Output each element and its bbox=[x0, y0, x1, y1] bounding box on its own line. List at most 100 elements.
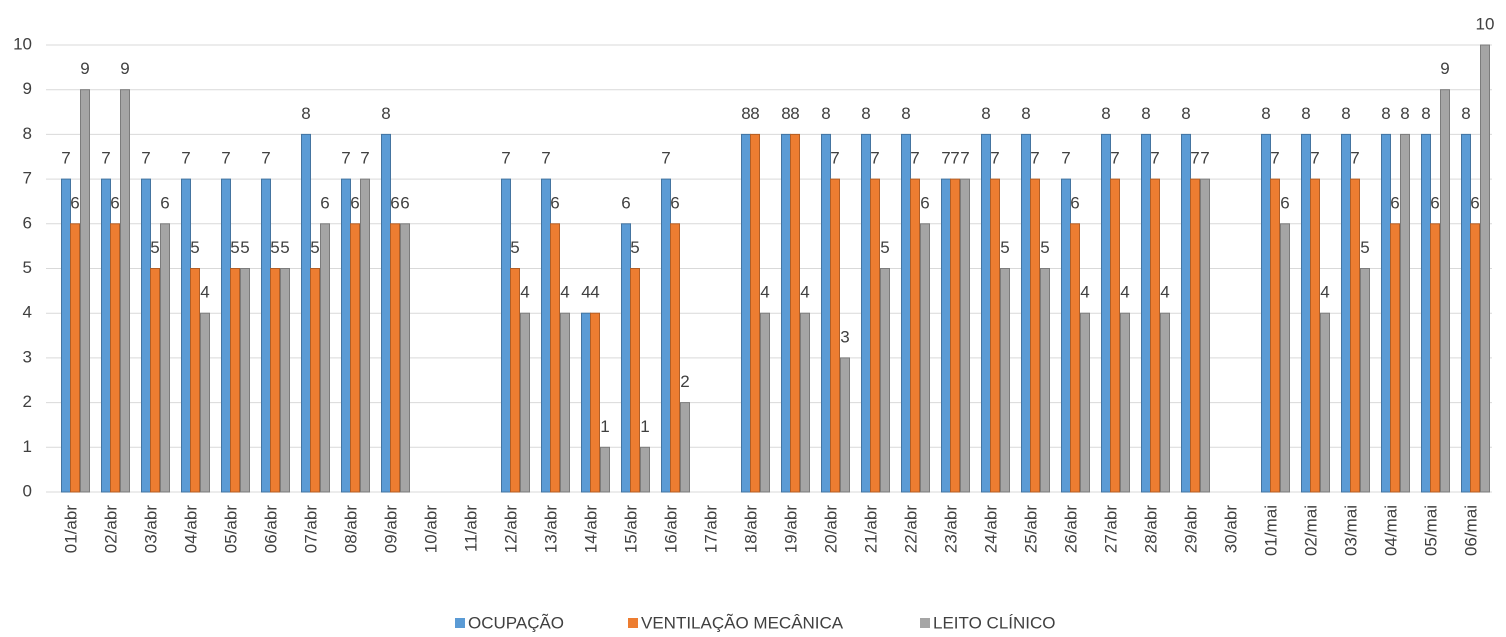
data-label: 4 bbox=[1160, 283, 1169, 302]
data-label: 8 bbox=[981, 104, 990, 123]
bar bbox=[1381, 133, 1391, 493]
data-label: 7 bbox=[1190, 149, 1199, 168]
data-label: 7 bbox=[181, 149, 190, 168]
bar bbox=[910, 178, 920, 493]
x-tick-label: 30/abr bbox=[1221, 505, 1240, 554]
y-tick-label: 10 bbox=[13, 34, 32, 53]
bar bbox=[600, 446, 610, 493]
data-label: 4 bbox=[760, 283, 769, 302]
bar bbox=[821, 133, 831, 493]
legend-label: LEITO CLÍNICO bbox=[933, 613, 1056, 632]
data-label: 8 bbox=[1141, 104, 1150, 123]
data-label: 5 bbox=[880, 238, 889, 257]
x-tick-label: 07/abr bbox=[301, 505, 320, 554]
data-label: 6 bbox=[390, 193, 399, 212]
x-tick-label: 01/abr bbox=[61, 505, 80, 554]
bar bbox=[160, 223, 170, 493]
x-tick-label: 08/abr bbox=[341, 505, 360, 554]
bar bbox=[280, 268, 290, 493]
data-label: 5 bbox=[1000, 238, 1009, 257]
bar bbox=[840, 357, 850, 493]
bar bbox=[141, 178, 151, 493]
data-label: 5 bbox=[270, 238, 279, 257]
bar bbox=[181, 178, 191, 493]
bar bbox=[590, 312, 600, 493]
bar bbox=[1421, 133, 1431, 493]
data-label: 8 bbox=[741, 104, 750, 123]
bar bbox=[790, 133, 800, 493]
x-tick-label: 06/abr bbox=[261, 505, 280, 554]
bar bbox=[510, 268, 520, 493]
bar bbox=[230, 268, 240, 493]
x-tick-label: 18/abr bbox=[741, 505, 760, 554]
data-label: 5 bbox=[310, 238, 319, 257]
bar bbox=[190, 268, 200, 493]
x-tick-label: 17/abr bbox=[701, 505, 720, 554]
data-label: 4 bbox=[1320, 283, 1329, 302]
data-label: 7 bbox=[910, 149, 919, 168]
x-tick-label: 29/abr bbox=[1181, 505, 1200, 554]
data-label: 7 bbox=[541, 149, 550, 168]
bar bbox=[1181, 133, 1191, 493]
data-label: 7 bbox=[261, 149, 270, 168]
data-label: 8 bbox=[1421, 104, 1430, 123]
x-tick-label: 03/mai bbox=[1341, 505, 1360, 556]
bar bbox=[550, 223, 560, 493]
data-label: 8 bbox=[750, 104, 759, 123]
bar bbox=[520, 312, 530, 493]
bar bbox=[1390, 223, 1400, 493]
data-label: 7 bbox=[870, 149, 879, 168]
y-tick-label: 9 bbox=[23, 79, 32, 98]
data-label: 7 bbox=[141, 149, 150, 168]
bar bbox=[1301, 133, 1311, 493]
data-label: 4 bbox=[200, 283, 209, 302]
data-label: 6 bbox=[1390, 193, 1399, 212]
bar bbox=[381, 133, 391, 493]
bar bbox=[1030, 178, 1040, 493]
bar bbox=[800, 312, 810, 493]
legend-label: VENTILAÇÃO MECÂNICA bbox=[641, 613, 844, 632]
bar bbox=[630, 268, 640, 493]
data-label: 6 bbox=[320, 193, 329, 212]
bar bbox=[120, 89, 130, 493]
data-label: 7 bbox=[360, 149, 369, 168]
x-tick-label: 23/abr bbox=[941, 505, 960, 554]
data-label: 5 bbox=[150, 238, 159, 257]
bar bbox=[670, 223, 680, 493]
bar bbox=[920, 223, 930, 493]
data-label: 7 bbox=[1310, 149, 1319, 168]
data-label: 8 bbox=[1101, 104, 1110, 123]
bar bbox=[1150, 178, 1160, 493]
data-label: 4 bbox=[581, 283, 590, 302]
bar bbox=[270, 268, 280, 493]
x-tick-label: 01/mai bbox=[1261, 505, 1280, 556]
bar bbox=[990, 178, 1000, 493]
bar bbox=[1310, 178, 1320, 493]
data-label: 8 bbox=[1381, 104, 1390, 123]
data-label: 4 bbox=[1080, 283, 1089, 302]
data-label: 8 bbox=[790, 104, 799, 123]
bar bbox=[661, 178, 671, 493]
y-tick-label: 8 bbox=[23, 124, 32, 143]
bar bbox=[261, 178, 271, 493]
bar bbox=[80, 89, 90, 493]
bar bbox=[870, 178, 880, 493]
data-label: 6 bbox=[160, 193, 169, 212]
y-tick-label: 6 bbox=[23, 213, 32, 232]
y-tick-label: 4 bbox=[23, 303, 32, 322]
data-label: 6 bbox=[1280, 193, 1289, 212]
bar bbox=[221, 178, 231, 493]
data-label: 5 bbox=[190, 238, 199, 257]
x-tick-label: 14/abr bbox=[581, 505, 600, 554]
data-label: 5 bbox=[1360, 238, 1369, 257]
bar bbox=[1341, 133, 1351, 493]
bar bbox=[110, 223, 120, 493]
bar bbox=[1101, 133, 1111, 493]
data-label: 5 bbox=[240, 238, 249, 257]
x-tick-label: 02/abr bbox=[101, 505, 120, 554]
data-label: 7 bbox=[501, 149, 510, 168]
bar bbox=[1350, 178, 1360, 493]
x-tick-label: 03/abr bbox=[141, 505, 160, 554]
bar bbox=[150, 268, 160, 493]
data-label: 7 bbox=[1350, 149, 1359, 168]
